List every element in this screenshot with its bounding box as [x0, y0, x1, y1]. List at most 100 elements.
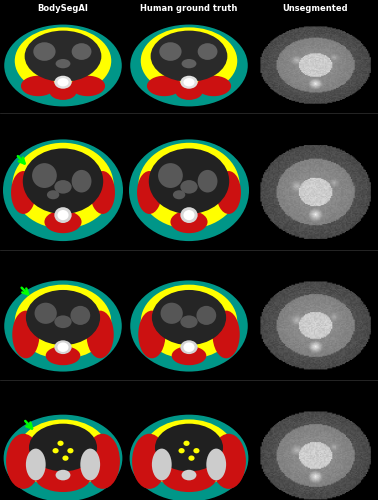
Ellipse shape: [35, 462, 91, 492]
Ellipse shape: [197, 306, 216, 325]
Ellipse shape: [198, 43, 217, 60]
Ellipse shape: [180, 207, 198, 223]
Ellipse shape: [26, 448, 46, 480]
Text: Dice SM: 0.957, difference in SM: -2.0 cm²,  total SM: 34 cm²: Dice SM: 0.957, difference in SM: -2.0 c…: [59, 256, 319, 266]
Ellipse shape: [193, 448, 200, 454]
Ellipse shape: [11, 171, 36, 214]
Ellipse shape: [206, 448, 226, 480]
Ellipse shape: [70, 76, 105, 96]
Ellipse shape: [183, 78, 195, 86]
Ellipse shape: [57, 78, 68, 86]
Ellipse shape: [80, 448, 100, 480]
Ellipse shape: [138, 310, 166, 358]
Ellipse shape: [54, 76, 72, 89]
Ellipse shape: [180, 340, 198, 354]
Ellipse shape: [147, 76, 181, 96]
Ellipse shape: [198, 170, 217, 192]
Text: Dice SM: 0.990, difference in SM: 0.4 cm²,  total SM: 52 cm²: Dice SM: 0.990, difference in SM: 0.4 cm…: [60, 120, 318, 128]
Ellipse shape: [4, 414, 122, 500]
Ellipse shape: [67, 448, 73, 454]
Ellipse shape: [180, 180, 198, 194]
Text: (B): (B): [11, 256, 24, 266]
Ellipse shape: [23, 148, 103, 214]
Text: Unsegmented: Unsegmented: [282, 4, 348, 13]
Ellipse shape: [54, 180, 72, 194]
Ellipse shape: [3, 140, 123, 241]
Ellipse shape: [178, 448, 185, 454]
Ellipse shape: [183, 210, 195, 220]
Ellipse shape: [138, 143, 240, 228]
Ellipse shape: [29, 424, 97, 472]
Ellipse shape: [141, 284, 237, 359]
Ellipse shape: [54, 340, 72, 354]
Ellipse shape: [141, 28, 237, 94]
Ellipse shape: [45, 210, 82, 233]
Ellipse shape: [62, 456, 68, 461]
Ellipse shape: [130, 414, 248, 500]
Ellipse shape: [4, 280, 122, 372]
Ellipse shape: [32, 163, 57, 188]
Ellipse shape: [72, 170, 91, 192]
Ellipse shape: [161, 302, 183, 324]
Ellipse shape: [12, 310, 39, 358]
Ellipse shape: [149, 148, 229, 214]
Ellipse shape: [21, 76, 56, 96]
Text: Dice SM: 0.963, difference in SM: - 0.9 cm²,  total SM: 46 cm²: Dice SM: 0.963, difference in SM: - 0.9 …: [57, 386, 321, 396]
Ellipse shape: [54, 316, 72, 328]
Ellipse shape: [70, 306, 90, 325]
Ellipse shape: [25, 30, 101, 82]
Ellipse shape: [137, 171, 162, 214]
Ellipse shape: [170, 210, 208, 233]
Ellipse shape: [72, 43, 91, 60]
Ellipse shape: [132, 434, 167, 489]
Text: (A): (A): [11, 120, 24, 128]
Ellipse shape: [130, 280, 248, 372]
Ellipse shape: [57, 342, 68, 352]
Ellipse shape: [130, 24, 248, 106]
Ellipse shape: [17, 420, 109, 488]
Text: Human ground truth: Human ground truth: [140, 4, 238, 13]
Ellipse shape: [12, 143, 114, 228]
Ellipse shape: [57, 440, 64, 446]
Ellipse shape: [33, 42, 56, 61]
Ellipse shape: [180, 76, 198, 89]
Ellipse shape: [183, 342, 195, 352]
Ellipse shape: [56, 470, 70, 480]
Ellipse shape: [6, 434, 41, 489]
Ellipse shape: [159, 42, 181, 61]
Ellipse shape: [15, 28, 111, 94]
Ellipse shape: [152, 290, 226, 345]
Ellipse shape: [34, 302, 57, 324]
Ellipse shape: [53, 448, 59, 454]
Ellipse shape: [90, 171, 115, 214]
Ellipse shape: [175, 83, 203, 100]
Ellipse shape: [216, 171, 241, 214]
Ellipse shape: [47, 190, 59, 200]
Ellipse shape: [152, 448, 172, 480]
Text: (C): (C): [11, 386, 24, 396]
Ellipse shape: [211, 434, 246, 489]
Ellipse shape: [181, 59, 197, 69]
Ellipse shape: [181, 470, 197, 480]
Ellipse shape: [85, 434, 120, 489]
Ellipse shape: [197, 76, 231, 96]
Ellipse shape: [50, 83, 77, 100]
Ellipse shape: [46, 346, 80, 365]
Ellipse shape: [172, 346, 206, 365]
Ellipse shape: [173, 190, 185, 200]
Ellipse shape: [4, 24, 122, 106]
Ellipse shape: [188, 456, 195, 461]
Ellipse shape: [158, 163, 183, 188]
Ellipse shape: [129, 140, 249, 241]
Ellipse shape: [15, 284, 111, 359]
Text: BodySegAI: BodySegAI: [37, 4, 88, 13]
Ellipse shape: [26, 290, 100, 345]
Ellipse shape: [56, 59, 70, 69]
Ellipse shape: [212, 310, 240, 358]
Ellipse shape: [143, 420, 235, 488]
Ellipse shape: [54, 207, 72, 223]
Ellipse shape: [151, 30, 227, 82]
Ellipse shape: [57, 210, 68, 220]
Ellipse shape: [87, 310, 114, 358]
Ellipse shape: [183, 440, 190, 446]
